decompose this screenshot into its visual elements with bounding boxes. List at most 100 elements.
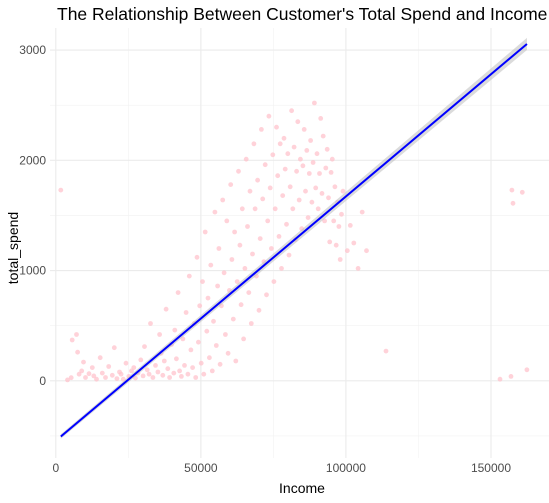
data-point: [223, 332, 228, 337]
data-point: [247, 188, 253, 194]
data-point: [185, 371, 191, 377]
data-point: [347, 223, 353, 228]
data-point: [69, 337, 75, 343]
minor-gridlines: [50, 28, 549, 458]
x-axis-title: Income: [279, 480, 325, 496]
data-point: [524, 367, 530, 373]
data-point: [340, 188, 346, 194]
data-point: [200, 279, 205, 284]
data-point: [183, 310, 189, 315]
data-point: [186, 273, 192, 279]
data-point: [497, 376, 503, 382]
data-point: [215, 283, 221, 289]
data-point: [175, 290, 181, 295]
data-point: [196, 339, 201, 345]
data-point: [280, 193, 286, 199]
data-point: [157, 332, 163, 337]
data-point: [217, 361, 223, 367]
data-point: [339, 211, 344, 217]
chart-title: The Relationship Between Customer's Tota…: [57, 4, 548, 24]
x-tick-label: 0: [52, 461, 59, 475]
y-axis-title: total_spend: [5, 212, 21, 284]
data-point: [225, 350, 231, 356]
data-point: [309, 199, 315, 205]
data-point: [332, 184, 338, 190]
data-point: [208, 262, 214, 268]
data-point: [246, 290, 252, 295]
data-point: [138, 357, 144, 363]
data-point: [193, 375, 199, 380]
data-point: [91, 373, 97, 379]
data-point: [153, 363, 158, 368]
data-point: [351, 240, 357, 246]
data-point: [275, 173, 281, 179]
data-point: [160, 372, 166, 378]
data-point: [305, 215, 311, 221]
data-point: [289, 108, 294, 114]
data-point: [109, 372, 115, 378]
data-point: [245, 224, 250, 229]
y-tick-label: 0: [39, 374, 46, 388]
data-point: [65, 377, 70, 383]
data-point: [165, 366, 171, 372]
data-point: [510, 200, 516, 206]
data-point: [324, 146, 330, 152]
data-point: [230, 316, 236, 322]
x-axis-tick-labels: 0 50000 100000 150000: [52, 461, 511, 475]
data-point: [259, 126, 264, 132]
data-point: [328, 170, 334, 175]
data-point: [144, 367, 150, 373]
data-point: [252, 206, 258, 212]
data-point: [271, 279, 277, 284]
data-point: [282, 166, 288, 172]
data-point: [97, 355, 103, 361]
y-tick-label: 3000: [19, 43, 46, 57]
data-point: [300, 163, 306, 169]
data-point: [171, 370, 177, 376]
y-tick-label: 1000: [19, 264, 46, 278]
data-point: [287, 184, 293, 190]
data-point: [106, 364, 112, 369]
data-point: [68, 375, 74, 381]
data-point: [269, 246, 274, 251]
data-point: [277, 141, 283, 147]
y-axis-tick-labels: 0 1000 2000 3000: [19, 43, 46, 388]
data-point: [359, 209, 365, 215]
data-point: [303, 188, 308, 194]
data-point: [81, 359, 86, 365]
data-point: [234, 279, 240, 284]
data-point: [79, 368, 85, 374]
data-point: [344, 248, 350, 254]
data-point: [333, 242, 339, 248]
data-point: [248, 321, 254, 326]
data-point: [111, 345, 117, 351]
data-point: [364, 248, 369, 254]
data-point: [262, 162, 268, 168]
data-point: [326, 195, 331, 201]
data-point: [243, 156, 249, 162]
data-point: [74, 332, 79, 337]
data-point: [383, 348, 389, 354]
data-point: [291, 144, 297, 150]
data-point: [296, 197, 302, 203]
data-point: [265, 218, 271, 224]
data-point: [251, 141, 257, 147]
data-point: [242, 266, 248, 271]
data-point: [179, 374, 184, 379]
data-point: [75, 349, 80, 355]
data-point: [204, 328, 210, 334]
x-tick-label: 50000: [184, 461, 218, 475]
data-point: [167, 375, 173, 380]
data-point: [509, 187, 515, 193]
data-point: [298, 156, 303, 162]
data-point: [239, 206, 245, 212]
data-point: [315, 206, 321, 212]
data-point: [207, 355, 212, 361]
data-point: [319, 191, 325, 196]
data-point: [238, 302, 244, 308]
data-point: [270, 152, 276, 158]
data-point: [508, 374, 514, 379]
data-point: [290, 206, 296, 212]
data-point: [182, 363, 187, 368]
data-point: [266, 113, 272, 119]
